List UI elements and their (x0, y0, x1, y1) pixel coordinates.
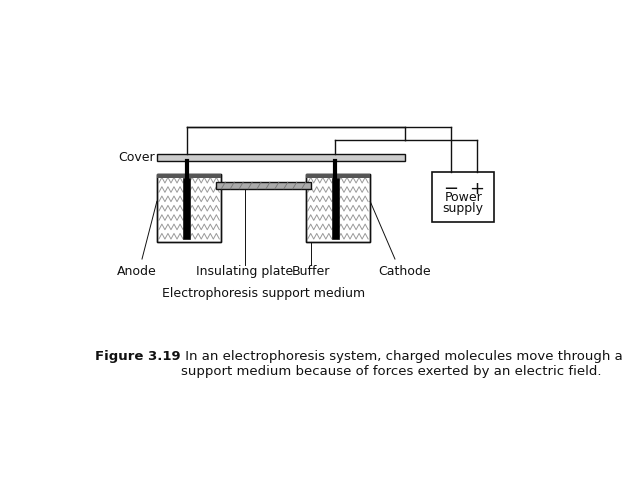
Bar (332, 178, 339, 239)
Bar (306, 174, 370, 179)
Bar (216, 182, 310, 189)
Text: Cathode: Cathode (379, 264, 431, 277)
Bar (157, 174, 221, 242)
Text: +: + (469, 180, 484, 198)
Text: Anode: Anode (117, 264, 157, 277)
Bar (306, 174, 370, 242)
Text: supply: supply (443, 202, 484, 215)
Text: Cover: Cover (118, 151, 154, 164)
Text: Electrophoresis support medium: Electrophoresis support medium (162, 287, 365, 300)
Bar (183, 178, 190, 239)
Bar (432, 172, 494, 222)
Text: Figure 3.19: Figure 3.19 (95, 349, 180, 362)
Bar (157, 155, 405, 161)
Text: −: − (443, 180, 458, 198)
Text: In an electrophoresis system, charged molecules move through a support medium be: In an electrophoresis system, charged mo… (180, 349, 622, 378)
Bar (157, 174, 221, 242)
Bar (157, 174, 221, 179)
Bar (306, 174, 370, 242)
Text: Buffer: Buffer (291, 264, 330, 277)
Text: Insulating plate: Insulating plate (196, 264, 293, 277)
Text: Power: Power (444, 191, 482, 204)
